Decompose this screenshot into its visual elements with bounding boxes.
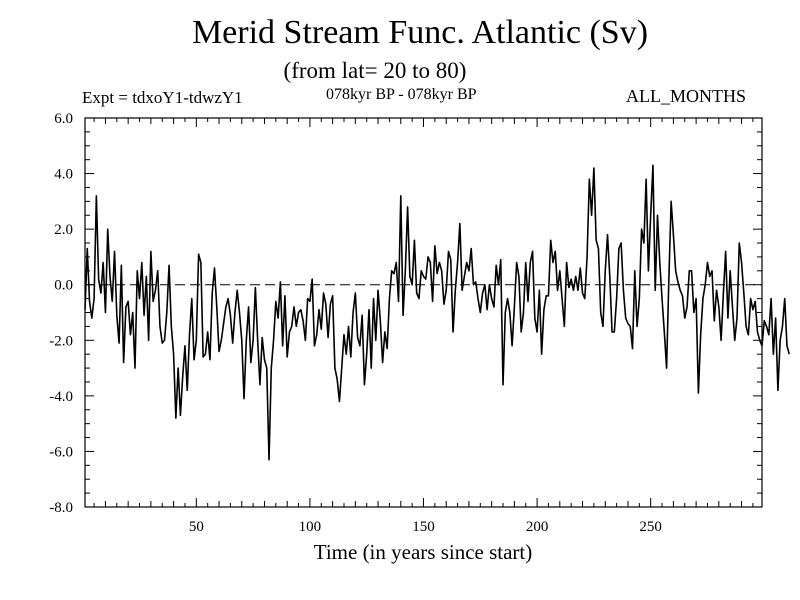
x-tick-label: 150 (412, 519, 435, 535)
y-tick-label: 2.0 (54, 222, 73, 238)
plot-frame (84, 117, 763, 508)
y-axis-ticks (85, 117, 762, 508)
x-axis-tick-labels: 50 100 150 200 250 (189, 519, 662, 535)
chart-subtitle: (from lat= 20 to 80) (283, 58, 467, 83)
x-tick-label: 200 (526, 519, 549, 535)
chart-title: Merid Stream Func. Atlantic (Sv) (191, 14, 649, 51)
x-tick-label: 50 (189, 519, 204, 535)
series-line (84, 164, 791, 461)
y-tick-label: -4.0 (49, 389, 73, 405)
period-label: 078kyr BP - 078kyr BP (326, 86, 477, 103)
y-tick-label: 4.0 (54, 167, 73, 183)
y-tick-label: -6.0 (49, 444, 73, 460)
y-axis-tick-labels: -8.0 -6.0 -4.0 -2.0 0.0 2.0 4.0 6.0 (49, 111, 73, 516)
y-tick-label: 0.0 (54, 278, 73, 294)
x-tick-label: 250 (639, 519, 662, 535)
y-tick-label: -2.0 (49, 333, 73, 349)
y-tick-label: 6.0 (54, 111, 73, 127)
x-axis-label: Time (in years since start) (313, 540, 533, 564)
y-tick-label: -8.0 (49, 500, 73, 516)
x-tick-label: 100 (299, 519, 322, 535)
experiment-label: Expt = tdxoY1-tdwzY1 (82, 88, 243, 107)
x-axis-ticks (93, 118, 754, 507)
months-label: ALL_MONTHS (626, 86, 746, 106)
